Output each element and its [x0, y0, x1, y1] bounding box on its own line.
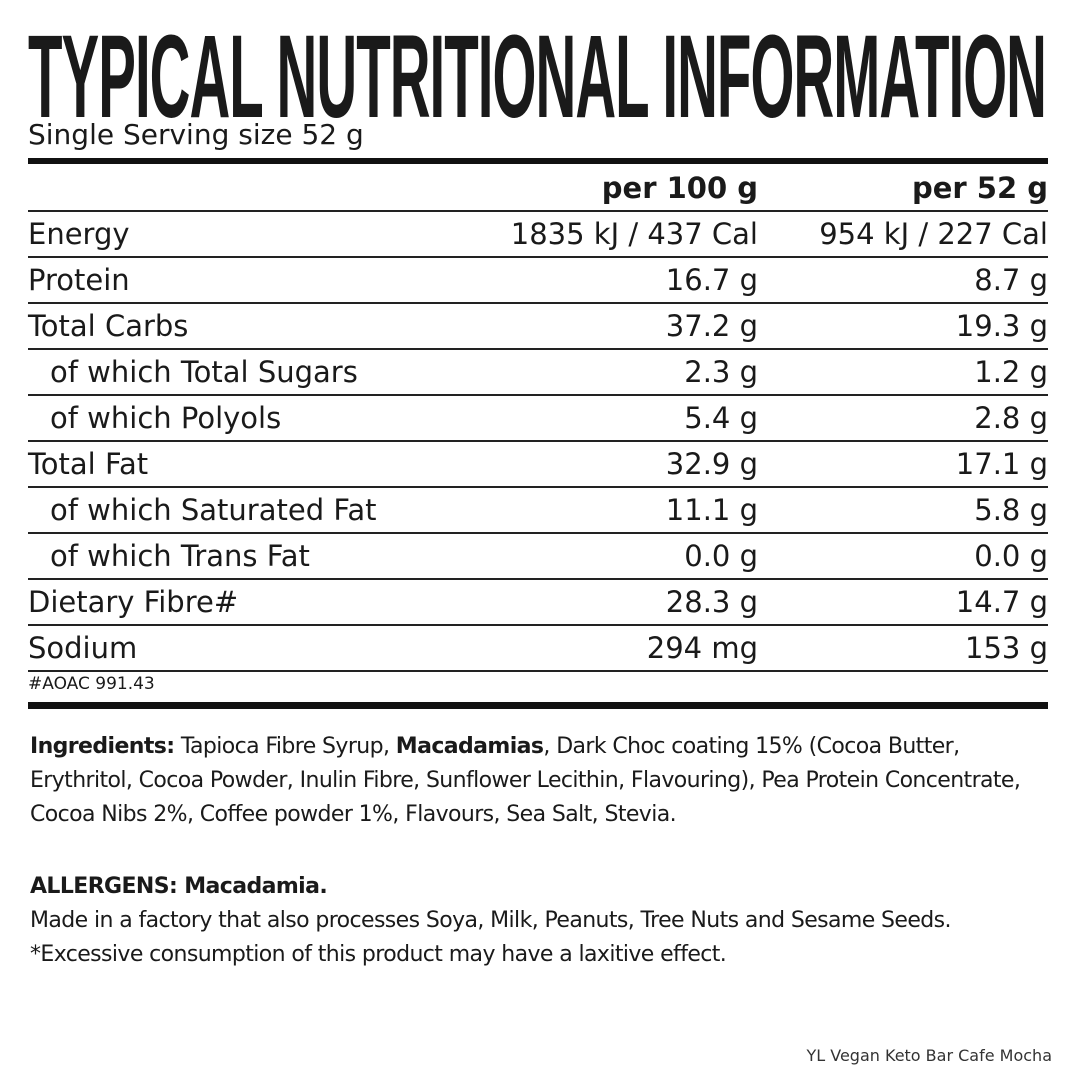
divider [28, 158, 1048, 164]
allergens-label: ALLERGENS: Macadamia. [30, 874, 328, 899]
table-row: of which Total Sugars 2.3 g 1.2 g [28, 349, 1048, 396]
nutrient-label: of which Trans Fat [28, 533, 468, 580]
value-per-serving: 1.2 g [758, 349, 1048, 396]
nutrient-label: Sodium [28, 625, 468, 672]
value-per-serving: 19.3 g [758, 303, 1048, 350]
nutrition-table: per 100 g per 52 g Energy 1835 kJ / 437 … [28, 166, 1048, 672]
table-row: of which Saturated Fat 11.1 g 5.8 g [28, 487, 1048, 534]
value-per-serving: 5.8 g [758, 487, 1048, 534]
ingredients: Ingredients: Tapioca Fibre Syrup, Macada… [30, 730, 1040, 832]
ingredients-label: Ingredients: [30, 734, 175, 759]
value-per-serving: 954 kJ / 227 Cal [758, 211, 1048, 258]
nutrient-label: Dietary Fibre# [28, 579, 468, 626]
value-per-100g: 0.0 g [468, 533, 758, 580]
nutrient-label: of which Saturated Fat [28, 487, 468, 534]
header-label [28, 166, 468, 212]
allergens-text: Made in a factory that also processes So… [30, 908, 952, 967]
serving-size: Single Serving size 52 g [28, 118, 364, 151]
value-per-100g: 28.3 g [468, 579, 758, 626]
value-per-100g: 11.1 g [468, 487, 758, 534]
ingredients-text: , Dark Choc coating 15% (Cocoa Butter, E… [30, 734, 1021, 827]
value-per-100g: 2.3 g [468, 349, 758, 396]
value-per-serving: 0.0 g [758, 533, 1048, 580]
header-per-100g: per 100 g [468, 166, 758, 212]
allergens: ALLERGENS: Macadamia. Made in a factory t… [30, 870, 1040, 972]
value-per-100g: 5.4 g [468, 395, 758, 442]
nutrient-label: of which Polyols [28, 395, 468, 442]
value-per-100g: 16.7 g [468, 257, 758, 304]
table-row: Dietary Fibre# 28.3 g 14.7 g [28, 579, 1048, 626]
table-row: of which Polyols 5.4 g 2.8 g [28, 395, 1048, 442]
product-name: YL Vegan Keto Bar Cafe Mocha [806, 1046, 1052, 1065]
table-row: Total Fat 32.9 g 17.1 g [28, 441, 1048, 488]
header-per-serving: per 52 g [758, 166, 1048, 212]
table-row: Energy 1835 kJ / 437 Cal 954 kJ / 227 Ca… [28, 211, 1048, 258]
value-per-100g: 32.9 g [468, 441, 758, 488]
table-row: Sodium 294 mg 153 g [28, 625, 1048, 672]
footnote: #AOAC 991.43 [28, 674, 155, 694]
table-row: Total Carbs 37.2 g 19.3 g [28, 303, 1048, 350]
nutrient-label: of which Total Sugars [28, 349, 468, 396]
nutrient-label: Total Fat [28, 441, 468, 488]
value-per-serving: 17.1 g [758, 441, 1048, 488]
value-per-serving: 2.8 g [758, 395, 1048, 442]
nutrient-label: Energy [28, 211, 468, 258]
table-row: of which Trans Fat 0.0 g 0.0 g [28, 533, 1048, 580]
value-per-serving: 14.7 g [758, 579, 1048, 626]
table-header: per 100 g per 52 g [28, 166, 1048, 212]
value-per-100g: 1835 kJ / 437 Cal [468, 211, 758, 258]
table-row: Protein 16.7 g 8.7 g [28, 257, 1048, 304]
value-per-100g: 294 mg [468, 625, 758, 672]
value-per-serving: 153 g [758, 625, 1048, 672]
ingredients-text: Tapioca Fibre Syrup, [174, 734, 396, 759]
divider [28, 702, 1048, 709]
value-per-100g: 37.2 g [468, 303, 758, 350]
value-per-serving: 8.7 g [758, 257, 1048, 304]
page-title: TYPICAL NUTRITIONAL INFORMATION [28, 11, 1047, 143]
nutrient-label: Protein [28, 257, 468, 304]
ingredients-bold: Macadamias [395, 734, 544, 759]
nutrient-label: Total Carbs [28, 303, 468, 350]
